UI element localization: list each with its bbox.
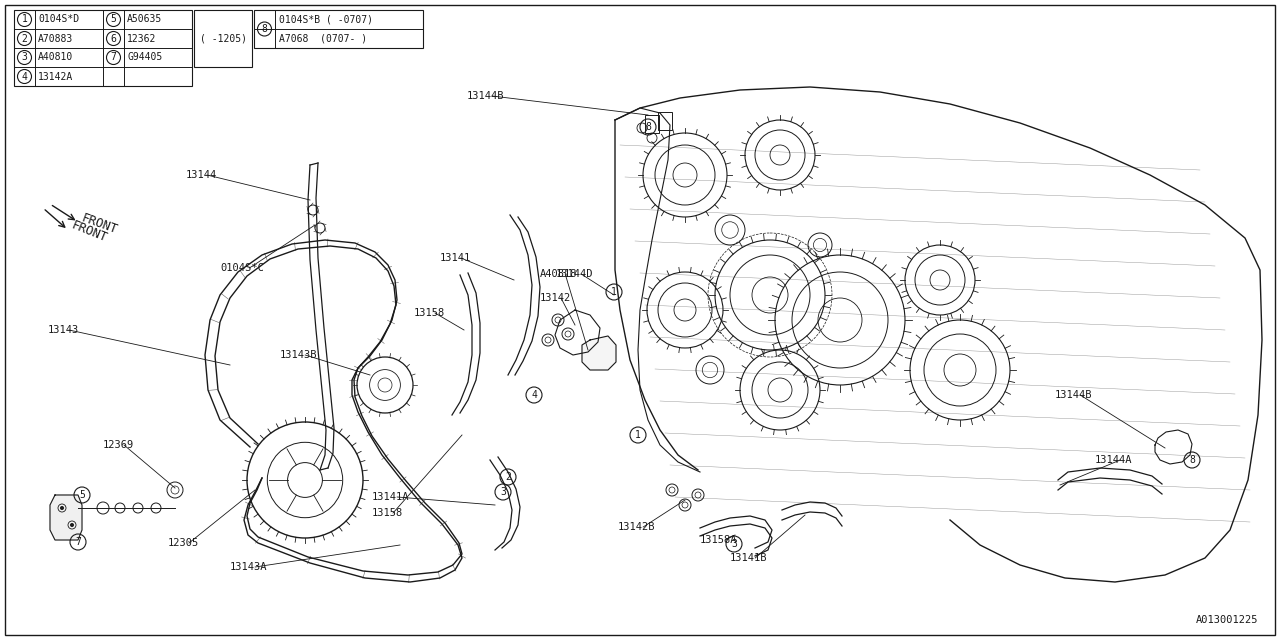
Text: G94405: G94405 [127, 52, 163, 63]
Text: 13142: 13142 [540, 293, 571, 303]
Text: 4: 4 [22, 72, 27, 81]
Text: 13144A: 13144A [1094, 455, 1133, 465]
Bar [14, 10, 192, 86]
Text: 0104S*D: 0104S*D [38, 15, 79, 24]
Text: 12362: 12362 [127, 33, 156, 44]
Text: 1: 1 [22, 15, 27, 24]
Text: 2: 2 [506, 472, 511, 482]
Text: 13144D: 13144D [556, 269, 594, 279]
Text: 3: 3 [22, 52, 27, 63]
Bar [253, 10, 422, 48]
Text: A013001225: A013001225 [1196, 615, 1258, 625]
Text: 0104S*C: 0104S*C [220, 263, 264, 273]
Text: 4: 4 [531, 390, 536, 400]
Text: 12369: 12369 [102, 440, 134, 450]
Polygon shape [582, 336, 616, 370]
Text: 7: 7 [110, 52, 116, 63]
Text: FRONT: FRONT [70, 219, 110, 245]
Text: 7: 7 [76, 537, 81, 547]
Text: FRONT: FRONT [79, 211, 120, 237]
Text: 13141B: 13141B [730, 553, 768, 563]
Text: 13142B: 13142B [618, 522, 655, 532]
Text: 1: 1 [635, 430, 641, 440]
Text: A70883: A70883 [38, 33, 73, 44]
Text: 13144B: 13144B [1055, 390, 1093, 400]
Polygon shape [50, 495, 82, 540]
Circle shape [70, 523, 74, 527]
Text: 13158: 13158 [413, 308, 445, 318]
Text: 13141A: 13141A [372, 492, 410, 502]
Text: 13143B: 13143B [280, 350, 317, 360]
Bar [195, 10, 252, 67]
Bar [645, 115, 659, 133]
Text: 13144B: 13144B [467, 91, 504, 101]
Text: 1: 1 [611, 287, 617, 297]
Text: A40818: A40818 [540, 269, 577, 279]
Text: A7068  (0707- ): A7068 (0707- ) [279, 33, 367, 44]
Text: 6: 6 [110, 33, 116, 44]
Text: 8: 8 [645, 122, 652, 132]
Text: 8: 8 [1189, 455, 1196, 465]
Text: A50635: A50635 [127, 15, 163, 24]
Text: 13143A: 13143A [230, 562, 268, 572]
Text: 0104S*B ( -0707): 0104S*B ( -0707) [279, 15, 372, 24]
Text: 3: 3 [500, 487, 506, 497]
Text: 2: 2 [22, 33, 27, 44]
Text: 13143: 13143 [49, 325, 79, 335]
Text: 13158: 13158 [372, 508, 403, 518]
Text: 8: 8 [261, 24, 268, 34]
Text: 12305: 12305 [168, 538, 200, 548]
Text: ( -1205): ( -1205) [200, 33, 247, 44]
Text: 13142A: 13142A [38, 72, 73, 81]
Text: 5: 5 [79, 490, 84, 500]
Text: 13158A: 13158A [700, 535, 737, 545]
Text: 3: 3 [731, 539, 737, 549]
Text: 13141: 13141 [440, 253, 471, 263]
Text: 13144: 13144 [186, 170, 218, 180]
Text: 5: 5 [110, 15, 116, 24]
Bar [658, 112, 672, 130]
Circle shape [60, 506, 64, 510]
Text: A40810: A40810 [38, 52, 73, 63]
